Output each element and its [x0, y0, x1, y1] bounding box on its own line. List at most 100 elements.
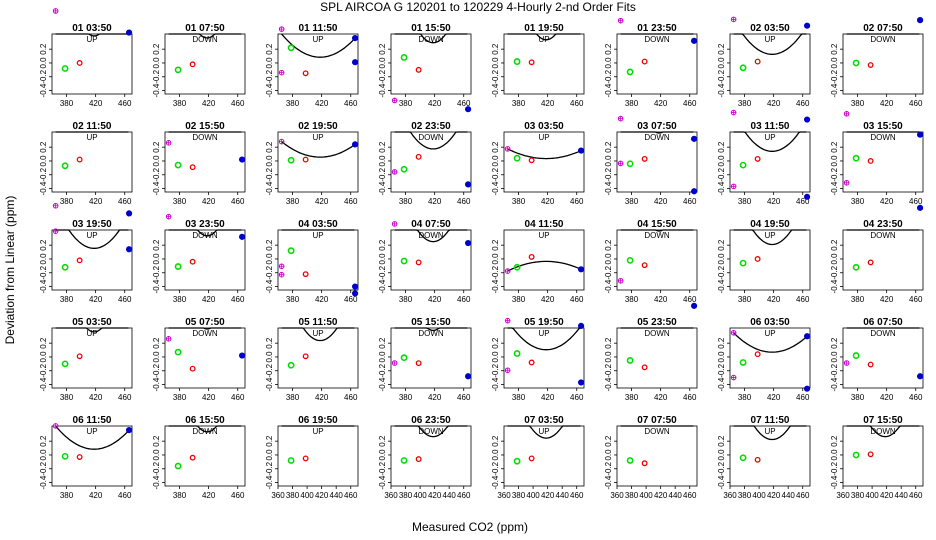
- y-tick-label: 0.2: [717, 141, 726, 153]
- point-std1-cross: [618, 116, 624, 122]
- panel-title: 02 23:50: [411, 121, 451, 132]
- panel-frame: [729, 425, 811, 487]
- x-tick-label: 460: [683, 295, 697, 304]
- x-tick-label: 380: [851, 197, 865, 206]
- panel-frame: [51, 33, 133, 95]
- panel-title: 05 19:50: [524, 317, 564, 328]
- y-tick-label: 0.2: [39, 141, 48, 153]
- y-tick-label: 0.2: [491, 337, 500, 349]
- point-std3: [641, 364, 648, 371]
- point-std3: [76, 60, 83, 66]
- y-tick-label: -0.4: [717, 181, 726, 195]
- panel-frame: [503, 327, 585, 389]
- panel-title: 05 11:50: [299, 317, 338, 328]
- x-tick-label: 420: [202, 99, 216, 108]
- y-tick-label: -0.2: [491, 461, 500, 475]
- y-tick-label: 0.2: [717, 337, 726, 349]
- point-std1-cross: [279, 26, 285, 32]
- panel-title: 05 03:50: [72, 317, 112, 328]
- point-std4: [125, 29, 133, 36]
- panel-frame: [390, 327, 472, 389]
- fit-curve: [168, 33, 242, 39]
- x-tick-label: 380: [625, 197, 639, 206]
- y-tick-label: 0.2: [152, 141, 161, 153]
- point-std3: [754, 58, 761, 65]
- y-tick-label: 0.2: [265, 239, 274, 251]
- y-tick-label: -0.2: [604, 363, 613, 377]
- y-tick-label: -0.4: [604, 377, 613, 391]
- panel-direction: DOWN: [644, 133, 670, 142]
- y-tick-label: 0.0: [717, 57, 726, 69]
- x-tick-label: 420: [767, 197, 781, 206]
- point-std4: [238, 156, 246, 163]
- y-tick-label: 0.0: [378, 449, 387, 461]
- y-tick-label: -0.2: [39, 363, 48, 377]
- x-tick-label: 460: [118, 99, 132, 108]
- panel-title: 01 07:50: [185, 23, 225, 34]
- panel-title: 03 23:50: [185, 219, 225, 230]
- point-std2: [287, 156, 295, 164]
- point-std4: [238, 233, 246, 240]
- x-tick-label: 460: [231, 491, 245, 500]
- x-tick-label: 460: [457, 393, 471, 402]
- point-std3: [302, 353, 309, 360]
- y-tick-label: 0.0: [717, 449, 726, 461]
- y-tick-label: 0.2: [604, 141, 613, 153]
- y-tick-label: 0.2: [830, 141, 839, 153]
- fit-curve: [733, 229, 807, 246]
- x-tick-label: 380: [512, 491, 526, 500]
- panel-frame: [277, 327, 359, 389]
- panel-frame: [390, 425, 472, 487]
- y-tick-label: 0.0: [152, 253, 161, 265]
- panel-title: 06 15:50: [185, 415, 225, 426]
- x-tick-label: 400: [752, 491, 766, 500]
- point-std4: [464, 239, 472, 247]
- fit-curve: [394, 33, 468, 44]
- point-std3: [76, 353, 83, 360]
- x-tick-label: 420: [315, 491, 329, 500]
- panel-direction: DOWN: [644, 35, 670, 44]
- x-tick-label: 420: [202, 197, 216, 206]
- x-tick-label: 440: [443, 491, 457, 500]
- x-tick-label: 380: [286, 393, 300, 402]
- point-std4: [351, 59, 359, 66]
- fit-curve: [168, 327, 242, 330]
- panel-direction: DOWN: [644, 329, 670, 338]
- point-std1-cross: [166, 336, 172, 342]
- point-std3: [641, 460, 648, 467]
- panel-title: 03 15:50: [863, 121, 903, 132]
- point-std2: [739, 161, 747, 169]
- panel-direction: UP: [764, 329, 775, 338]
- x-tick-label: 380: [60, 295, 74, 304]
- panel-title: 01 19:50: [524, 23, 564, 34]
- x-tick-label: 380: [399, 393, 413, 402]
- point-std1-cross: [166, 140, 172, 146]
- panel-direction: UP: [538, 231, 549, 240]
- point-std4: [803, 333, 811, 340]
- x-tick-label: 420: [428, 99, 442, 108]
- point-std3: [415, 66, 422, 73]
- x-tick-label: 460: [231, 99, 245, 108]
- fit-curve: [733, 332, 807, 353]
- point-std1-cross: [731, 16, 737, 22]
- y-tick-label: -0.4: [717, 377, 726, 391]
- panel-direction: DOWN: [418, 427, 444, 436]
- y-tick-label: -0.4: [604, 181, 613, 195]
- fit-curve: [507, 327, 581, 351]
- x-tick-label: 460: [570, 295, 584, 304]
- y-tick-label: -0.4: [717, 475, 726, 489]
- point-std2: [61, 65, 69, 72]
- point-std2: [400, 257, 408, 265]
- point-std1-cross: [279, 70, 285, 76]
- fit-curve: [281, 327, 355, 342]
